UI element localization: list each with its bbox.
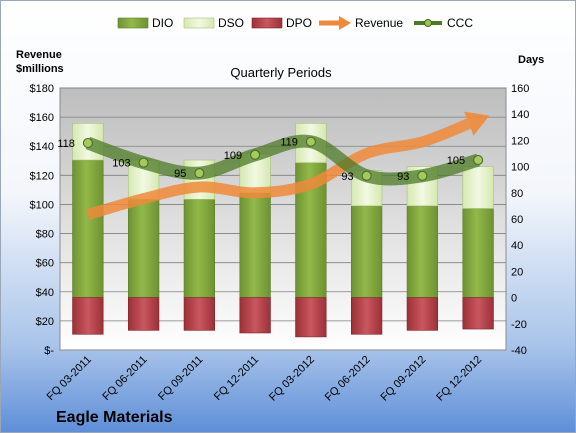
ccc-data-label: 93 <box>341 171 353 183</box>
right-tick-label: 40 <box>511 240 523 252</box>
legend-swatch-revenue-arrow <box>339 16 351 30</box>
legend-label-revenue: Revenue <box>355 16 403 30</box>
legend-label-ccc: CCC <box>447 16 473 30</box>
legend-swatch-dio <box>117 17 149 29</box>
ccc-data-label: 103 <box>112 158 130 170</box>
ccc-point <box>361 170 372 181</box>
company-name: Eagle Materials <box>56 409 173 426</box>
x-tick-label: FQ 06-2012 <box>323 354 373 404</box>
revenue-series <box>86 111 490 220</box>
ccc-data-label: 95 <box>174 168 186 180</box>
right-tick-label: 60 <box>511 214 523 226</box>
ccc-data-label: 93 <box>397 171 409 183</box>
x-tick-label: FQ 09-2012 <box>379 354 429 404</box>
ccc-data-label: 119 <box>280 137 298 149</box>
revenue-arrowhead <box>464 111 490 136</box>
left-tick-label: $40 <box>36 287 54 299</box>
left-tick-label: $80 <box>36 229 54 241</box>
ccc-data-label: 105 <box>447 155 465 167</box>
ccc-point <box>417 170 428 181</box>
ccc-point <box>138 157 149 168</box>
ccc-data-label: 118 <box>57 138 75 150</box>
bar-dpo <box>462 297 494 330</box>
legend-swatch-dpo <box>251 17 283 29</box>
bar-dio <box>350 205 383 298</box>
x-tick-label: FQ 09-2011 <box>156 354 205 403</box>
ccc-data-label: 109 <box>224 150 242 162</box>
bar-dpo <box>127 297 160 331</box>
revenue-line <box>86 118 471 220</box>
legend-label-dpo: DPO <box>286 16 312 30</box>
bar-dio <box>406 205 439 298</box>
ccc-point <box>473 155 484 166</box>
right-tick-label: 100 <box>511 162 529 174</box>
ccc-series: 118 103 95 109 119 93 93 105 <box>57 134 484 186</box>
ccc-point <box>82 138 93 149</box>
plot-area <box>59 87 507 351</box>
ccc-line <box>85 134 481 186</box>
left-tick-label: $120 <box>30 170 54 182</box>
left-tick-label: $180 <box>30 83 54 95</box>
bar-dio <box>462 208 494 298</box>
bar-dpo <box>295 297 327 338</box>
right-tick-label: 80 <box>511 188 523 200</box>
right-tick-label: 0 <box>511 293 517 305</box>
left-tick-label: $100 <box>30 199 54 211</box>
bar-dpo <box>183 297 216 331</box>
ccc-point <box>305 136 316 147</box>
bar-dio <box>239 192 271 298</box>
left-tick-label: $140 <box>30 141 54 153</box>
left-axis-title-line1: Revenue <box>16 49 62 61</box>
bar-dio <box>183 199 216 298</box>
right-axis-title: Days <box>518 54 544 66</box>
right-tick-label: 20 <box>511 266 523 278</box>
left-axis-title-line2: $millions <box>16 63 64 75</box>
bar-dpo <box>72 297 104 335</box>
bar-dpo <box>350 297 383 335</box>
bar-dio <box>127 199 160 298</box>
bar-dio <box>72 159 104 298</box>
x-tick-label: FQ 12-2011 <box>212 354 261 403</box>
chart-subtitle: Quarterly Periods <box>230 65 332 80</box>
left-tick-label: $- <box>44 345 54 357</box>
left-tick-label: $160 <box>30 112 54 124</box>
right-tick-label: -20 <box>511 319 527 331</box>
bar-series <box>72 123 494 338</box>
ccc-point <box>250 149 261 160</box>
x-tick-label: FQ 03-2012 <box>267 354 317 404</box>
right-tick-label: 160 <box>511 83 529 95</box>
x-tick-label: FQ 12-2012 <box>434 354 484 404</box>
bar-dpo <box>406 297 439 331</box>
right-tick-label: 120 <box>511 135 529 147</box>
bar-dso <box>462 166 494 209</box>
legend-swatch-ccc-marker <box>424 19 432 27</box>
legend: DIO DSO DPO Revenue CCC <box>117 16 473 30</box>
legend-label-dio: DIO <box>152 16 173 30</box>
x-tick-label: FQ 06-2011 <box>100 354 149 403</box>
ccc-point <box>194 168 205 179</box>
bar-dpo <box>239 297 271 334</box>
legend-swatch-dso <box>183 17 215 29</box>
legend-label-dso: DSO <box>218 16 244 30</box>
right-tick-label: 140 <box>511 109 529 121</box>
left-tick-label: $60 <box>36 258 54 270</box>
right-tick-label: -40 <box>511 345 527 357</box>
left-tick-label: $20 <box>36 316 54 328</box>
x-tick-label: FQ 03-2011 <box>45 354 94 403</box>
